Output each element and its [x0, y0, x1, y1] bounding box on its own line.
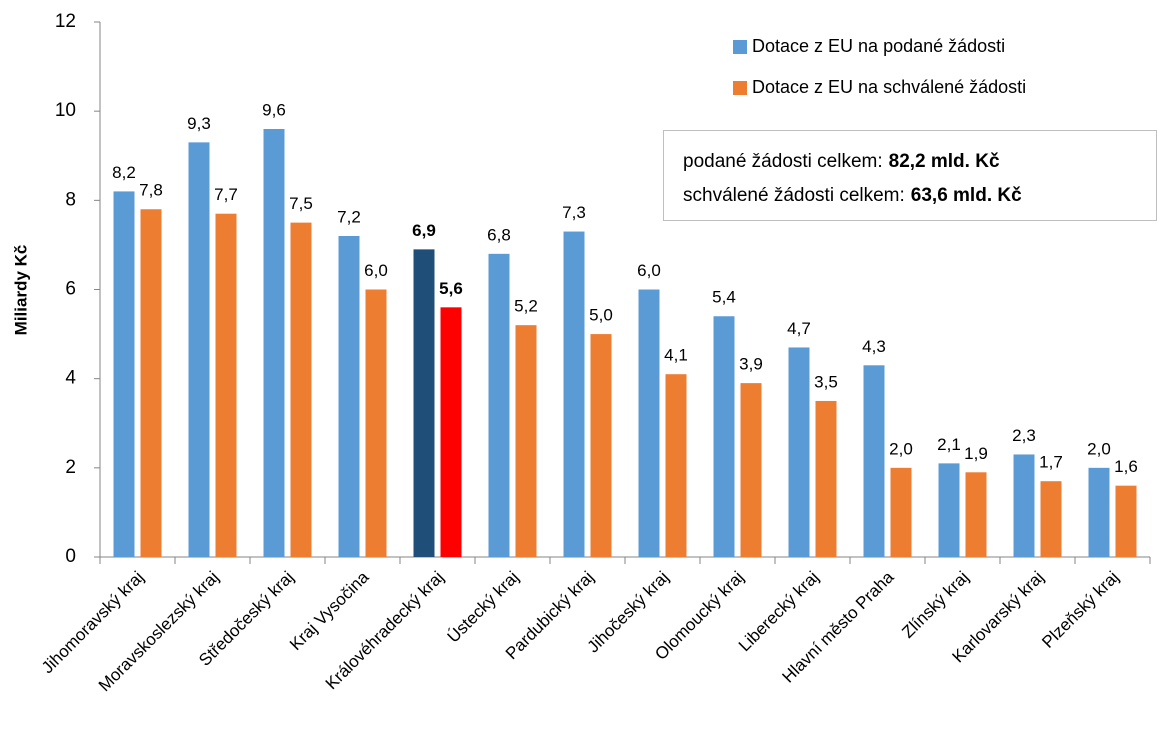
- bar: [965, 472, 987, 557]
- bar: [815, 400, 837, 557]
- annotation-text: schválené žádosti celkem:: [683, 185, 905, 206]
- data-label: 3,5: [814, 372, 838, 391]
- bar: [1115, 485, 1137, 557]
- x-tick-label: Zlínský kraj: [898, 568, 972, 642]
- bar: [338, 236, 360, 557]
- data-label: 4,7: [787, 319, 811, 338]
- annotation-text: podané žádosti celkem:: [683, 151, 883, 172]
- bar: [413, 249, 435, 557]
- data-label: 4,1: [664, 346, 688, 365]
- bar: [488, 253, 510, 558]
- data-label: 5,2: [514, 297, 538, 316]
- bar: [740, 383, 762, 557]
- data-label: 9,3: [187, 114, 211, 133]
- annotation: schválené žádosti celkem: 63,6 mld. Kč: [683, 185, 1022, 206]
- y-axis-label: Miliardy Kč: [11, 245, 30, 336]
- data-label: 9,6: [262, 100, 286, 119]
- legend-swatch: [733, 81, 747, 95]
- bar: [788, 347, 810, 557]
- data-label: 7,3: [562, 203, 586, 222]
- data-label: 2,0: [1087, 439, 1111, 458]
- bar: [113, 191, 135, 557]
- annotation-value: 63,6 mld. Kč: [911, 185, 1022, 206]
- bar: [215, 213, 237, 558]
- data-label: 3,9: [739, 355, 763, 374]
- bar: [440, 307, 462, 557]
- data-label: 2,1: [937, 435, 961, 454]
- bar: [638, 289, 660, 557]
- data-label: 7,8: [139, 181, 163, 200]
- x-tick-label: Ústecký kraj: [444, 568, 523, 647]
- bar: [188, 142, 210, 557]
- y-tick-label: 0: [65, 546, 76, 567]
- y-tick-label: 6: [65, 279, 76, 300]
- y-tick-label: 10: [55, 100, 76, 121]
- bar: [890, 467, 912, 557]
- legend-swatch: [733, 40, 747, 54]
- bar: [563, 231, 585, 557]
- bar: [938, 463, 960, 557]
- y-tick-label: 8: [65, 189, 76, 210]
- bar: [140, 209, 162, 557]
- legend-label: Dotace z EU na podané žádosti: [752, 36, 1005, 56]
- x-tick-label: Plzeňský kraj: [1038, 568, 1122, 652]
- data-label: 6,9: [412, 221, 436, 240]
- y-tick-label: 2: [65, 457, 76, 478]
- bar: [665, 374, 687, 557]
- annotation-box: [663, 130, 1157, 221]
- bar: [290, 222, 312, 557]
- bar: [1013, 454, 1035, 557]
- legend-label: Dotace z EU na schválené žádosti: [752, 77, 1026, 97]
- data-label: 6,0: [364, 261, 388, 280]
- bar: [590, 334, 612, 557]
- y-tick-label: 4: [65, 368, 76, 389]
- data-label: 2,3: [1012, 426, 1036, 445]
- annotation: podané žádosti celkem: 82,2 mld. Kč: [683, 151, 1000, 172]
- data-label: 2,0: [889, 439, 913, 458]
- bar: [713, 316, 735, 557]
- data-label: 4,3: [862, 337, 886, 356]
- data-label: 1,6: [1114, 457, 1138, 476]
- data-label: 8,2: [112, 163, 136, 182]
- bar: [863, 365, 885, 557]
- annotation-value: 82,2 mld. Kč: [889, 151, 1000, 172]
- y-tick-label: 12: [55, 11, 76, 32]
- bar: [1088, 467, 1110, 557]
- data-label: 5,4: [712, 288, 736, 307]
- bar: [263, 129, 285, 557]
- data-label: 5,6: [439, 279, 463, 298]
- data-label: 6,0: [637, 261, 661, 280]
- data-label: 5,0: [589, 306, 613, 325]
- data-label: 7,7: [214, 185, 238, 204]
- data-label: 1,9: [964, 444, 988, 463]
- bar: [365, 289, 387, 557]
- data-label: 6,8: [487, 225, 511, 244]
- data-label: 7,2: [337, 207, 361, 226]
- data-label: 7,5: [289, 194, 313, 213]
- bar: [515, 325, 537, 557]
- bar: [1040, 481, 1062, 557]
- data-label: 1,7: [1039, 453, 1063, 472]
